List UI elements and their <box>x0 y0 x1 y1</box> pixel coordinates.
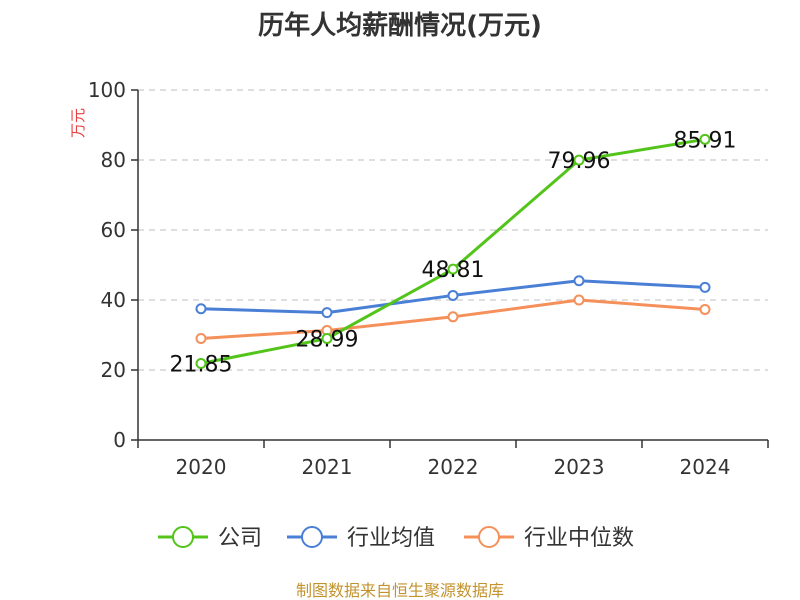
legend-label: 行业中位数 <box>524 526 634 551</box>
source-note: 制图数据来自恒生聚源数据库 <box>296 581 504 600</box>
legend: 公司 行业均值 行业中位数 <box>158 526 634 551</box>
grid-lines <box>138 89 768 371</box>
series-公司 <box>195 133 711 370</box>
legend-item[interactable]: 公司 <box>158 526 262 551</box>
y-tick-label: 40 <box>101 288 126 312</box>
y-tick-label: 100 <box>88 78 126 102</box>
data-labels: 21.85 28.99 48.81 79.96 85.91 <box>170 128 737 377</box>
data-point <box>447 263 459 275</box>
legend-marker <box>172 526 194 548</box>
legend-label: 行业均值 <box>347 526 435 551</box>
series-group <box>195 133 711 370</box>
data-label: 85.91 <box>674 128 737 153</box>
series-行业均值 <box>195 275 711 319</box>
axes: 0 20 40 60 80 100 2020 2021 2022 2023 2024 <box>88 78 769 479</box>
chart-title: 历年人均薪酬情况(万元) <box>258 10 542 41</box>
legend-item[interactable]: 行业均值 <box>287 526 435 551</box>
data-point <box>195 303 207 315</box>
x-tick-label: 2023 <box>554 455 605 479</box>
series-行业中位数 <box>195 294 711 344</box>
y-tick-label: 0 <box>113 428 126 452</box>
data-label: 48.81 <box>422 258 485 283</box>
legend-marker <box>301 526 323 548</box>
data-point <box>699 303 711 315</box>
data-point <box>447 289 459 301</box>
data-point <box>195 333 207 344</box>
data-point <box>321 307 333 319</box>
data-point <box>195 358 207 370</box>
data-label: 28.99 <box>296 328 359 353</box>
series-line <box>200 137 706 365</box>
data-point <box>573 275 585 287</box>
y-tick-label: 80 <box>101 148 126 172</box>
legend-label: 公司 <box>218 526 262 551</box>
data-point <box>699 281 711 293</box>
y-axis-label: 万元 <box>69 108 87 138</box>
data-point <box>573 294 585 306</box>
x-tick-label: 2021 <box>302 455 353 479</box>
data-point <box>321 333 333 345</box>
x-tick-label: 2024 <box>680 455 731 479</box>
y-tick-label: 20 <box>101 358 126 382</box>
data-point <box>573 154 585 166</box>
data-label: 79.96 <box>548 149 611 174</box>
legend-item[interactable]: 行业中位数 <box>464 526 634 551</box>
data-label: 21.85 <box>170 353 233 378</box>
data-point <box>447 311 459 323</box>
data-point <box>699 133 711 145</box>
legend-marker <box>478 526 500 548</box>
y-tick-label: 60 <box>101 218 126 242</box>
x-tick-label: 2022 <box>428 455 479 479</box>
x-tick-label: 2020 <box>176 455 227 479</box>
